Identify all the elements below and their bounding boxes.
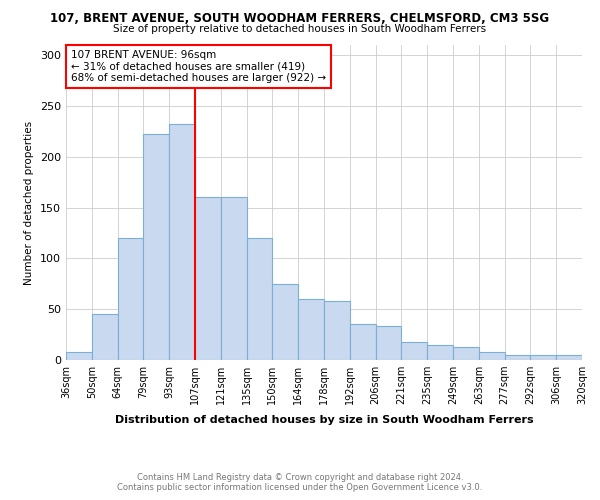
Bar	[66, 352, 92, 360]
Bar	[221, 198, 247, 360]
Bar	[505, 355, 530, 360]
Y-axis label: Number of detached properties: Number of detached properties	[25, 120, 34, 284]
Text: Size of property relative to detached houses in South Woodham Ferrers: Size of property relative to detached ho…	[113, 24, 487, 34]
Bar	[169, 124, 195, 360]
Bar	[118, 238, 143, 360]
Bar	[350, 324, 376, 360]
Bar	[324, 301, 350, 360]
Text: 107 BRENT AVENUE: 96sqm
← 31% of detached houses are smaller (419)
68% of semi-d: 107 BRENT AVENUE: 96sqm ← 31% of detache…	[71, 50, 326, 83]
Bar	[298, 299, 324, 360]
Bar	[401, 342, 427, 360]
Text: Contains HM Land Registry data © Crown copyright and database right 2024.
Contai: Contains HM Land Registry data © Crown c…	[118, 473, 482, 492]
Bar	[195, 198, 221, 360]
Bar	[530, 355, 556, 360]
Bar	[376, 326, 401, 360]
Bar	[247, 238, 272, 360]
Bar	[453, 347, 479, 360]
Text: 107, BRENT AVENUE, SOUTH WOODHAM FERRERS, CHELMSFORD, CM3 5SG: 107, BRENT AVENUE, SOUTH WOODHAM FERRERS…	[50, 12, 550, 26]
Bar	[143, 134, 169, 360]
Bar	[556, 355, 582, 360]
Bar	[427, 345, 453, 360]
Bar	[479, 352, 505, 360]
Bar	[272, 284, 298, 360]
Bar	[92, 314, 118, 360]
X-axis label: Distribution of detached houses by size in South Woodham Ferrers: Distribution of detached houses by size …	[115, 416, 533, 426]
